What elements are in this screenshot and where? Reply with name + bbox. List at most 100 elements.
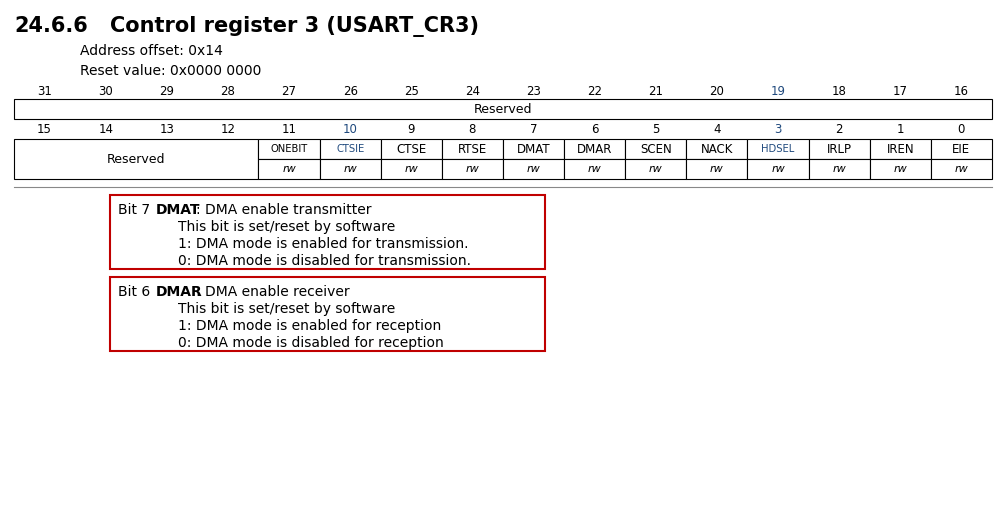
Text: DMAR: DMAR <box>156 285 203 299</box>
Text: This bit is set/reset by software: This bit is set/reset by software <box>178 302 395 316</box>
Text: rw: rw <box>283 164 296 174</box>
Text: 5: 5 <box>652 123 660 135</box>
Text: rw: rw <box>649 164 663 174</box>
Text: 29: 29 <box>159 84 174 98</box>
Text: Address offset: 0x14: Address offset: 0x14 <box>80 44 223 58</box>
Text: 20: 20 <box>709 84 724 98</box>
Text: 11: 11 <box>282 123 297 135</box>
Bar <box>110 277 545 351</box>
Text: DMAR: DMAR <box>577 143 613 156</box>
Bar <box>14 139 259 179</box>
Bar <box>747 159 809 179</box>
Text: rw: rw <box>893 164 907 174</box>
Text: Reserved: Reserved <box>107 153 166 165</box>
Bar <box>320 159 380 179</box>
Text: 21: 21 <box>648 84 663 98</box>
Text: 30: 30 <box>99 84 113 98</box>
Text: 0: DMA mode is disabled for reception: 0: DMA mode is disabled for reception <box>178 336 444 350</box>
Text: IREN: IREN <box>886 143 914 156</box>
Text: 10: 10 <box>343 123 357 135</box>
Text: SCEN: SCEN <box>640 143 672 156</box>
Text: 27: 27 <box>282 84 297 98</box>
Text: DMAT: DMAT <box>156 203 200 217</box>
Bar <box>626 159 686 179</box>
Bar <box>320 139 380 159</box>
Text: 24.6.6: 24.6.6 <box>14 16 88 36</box>
Text: Reset value: 0x0000 0000: Reset value: 0x0000 0000 <box>80 64 262 78</box>
Bar <box>442 139 503 159</box>
Text: CTSIE: CTSIE <box>336 144 364 154</box>
Bar <box>110 195 545 269</box>
Text: NACK: NACK <box>701 143 733 156</box>
Bar <box>626 139 686 159</box>
Text: rw: rw <box>955 164 969 174</box>
Text: 31: 31 <box>37 84 52 98</box>
Text: CTSE: CTSE <box>396 143 427 156</box>
Bar <box>259 159 320 179</box>
Bar <box>809 159 870 179</box>
Text: rw: rw <box>527 164 540 174</box>
Text: 8: 8 <box>469 123 476 135</box>
Bar <box>564 159 626 179</box>
Text: 1: 1 <box>896 123 904 135</box>
Bar <box>870 139 931 159</box>
Text: 19: 19 <box>771 84 786 98</box>
Bar <box>564 139 626 159</box>
Bar <box>503 159 564 179</box>
Bar <box>686 159 747 179</box>
Text: 18: 18 <box>832 84 847 98</box>
Text: 3: 3 <box>775 123 782 135</box>
Text: HDSEL: HDSEL <box>762 144 795 154</box>
Text: 0: 0 <box>958 123 965 135</box>
Text: IRLP: IRLP <box>827 143 852 156</box>
Text: 24: 24 <box>465 84 480 98</box>
Text: 13: 13 <box>159 123 174 135</box>
Text: Bit 6: Bit 6 <box>118 285 159 299</box>
Bar <box>380 139 442 159</box>
Bar <box>14 99 992 119</box>
Text: 2: 2 <box>835 123 843 135</box>
Text: ONEBIT: ONEBIT <box>271 144 308 154</box>
Text: 12: 12 <box>220 123 235 135</box>
Text: Bit 7: Bit 7 <box>118 203 159 217</box>
Bar <box>931 159 992 179</box>
Text: Control register 3 (USART_CR3): Control register 3 (USART_CR3) <box>110 16 479 37</box>
Text: 6: 6 <box>591 123 599 135</box>
Text: This bit is set/reset by software: This bit is set/reset by software <box>178 220 395 234</box>
Text: 23: 23 <box>526 84 541 98</box>
Bar <box>809 139 870 159</box>
Text: 7: 7 <box>530 123 537 135</box>
Text: 1: DMA mode is enabled for transmission.: 1: DMA mode is enabled for transmission. <box>178 237 469 251</box>
Text: 0: DMA mode is disabled for transmission.: 0: DMA mode is disabled for transmission… <box>178 254 471 268</box>
Text: 4: 4 <box>713 123 720 135</box>
Text: : DMA enable transmitter: : DMA enable transmitter <box>196 203 371 217</box>
Text: : DMA enable receiver: : DMA enable receiver <box>196 285 350 299</box>
Text: rw: rw <box>343 164 357 174</box>
Text: 9: 9 <box>407 123 415 135</box>
Text: RTSE: RTSE <box>458 143 487 156</box>
Text: Reserved: Reserved <box>474 102 532 116</box>
Bar <box>870 159 931 179</box>
Text: 15: 15 <box>37 123 52 135</box>
Text: rw: rw <box>710 164 723 174</box>
Text: EIE: EIE <box>953 143 971 156</box>
Text: rw: rw <box>588 164 602 174</box>
Text: rw: rw <box>466 164 479 174</box>
Text: 14: 14 <box>99 123 114 135</box>
Text: 22: 22 <box>588 84 603 98</box>
Text: 16: 16 <box>954 84 969 98</box>
Text: 25: 25 <box>403 84 418 98</box>
Text: rw: rw <box>772 164 785 174</box>
Text: 26: 26 <box>343 84 358 98</box>
Text: rw: rw <box>404 164 418 174</box>
Bar <box>686 139 747 159</box>
Text: DMAT: DMAT <box>517 143 550 156</box>
Bar <box>931 139 992 159</box>
Text: 1: DMA mode is enabled for reception: 1: DMA mode is enabled for reception <box>178 319 442 333</box>
Text: 28: 28 <box>220 84 235 98</box>
Bar <box>259 139 320 159</box>
Text: 17: 17 <box>892 84 907 98</box>
Bar <box>503 139 564 159</box>
Bar <box>442 159 503 179</box>
Text: rw: rw <box>832 164 846 174</box>
